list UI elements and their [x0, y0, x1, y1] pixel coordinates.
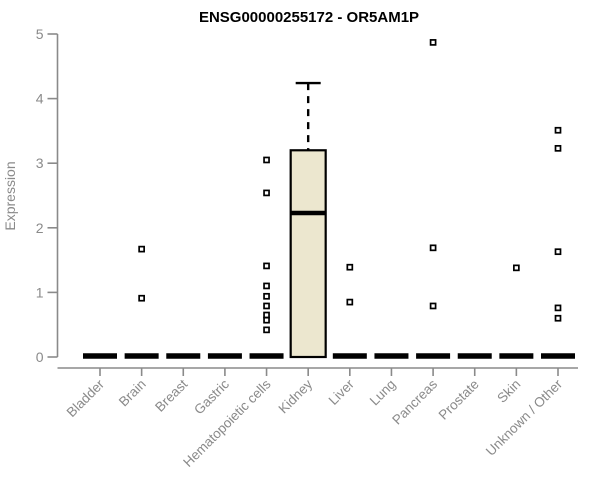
outlier-brain	[138, 245, 145, 253]
x-tick-label: Breast	[152, 376, 190, 414]
zero-box-skin	[499, 353, 534, 359]
outlier-pancreas	[429, 244, 437, 252]
outlier-pancreas	[429, 302, 437, 310]
outlier-hematopoietic-cells	[263, 282, 270, 290]
zero-box-breast	[166, 353, 201, 359]
outlier-liver	[346, 298, 354, 306]
outlier-liver	[346, 263, 354, 271]
outlier-hematopoietic-cells	[263, 156, 270, 164]
outlier-hematopoietic-cells	[263, 292, 270, 300]
y-tick-label: 2	[36, 220, 44, 236]
zero-box-unknown-other	[541, 353, 575, 359]
box-kidney	[289, 149, 327, 359]
outlier-unknown-other	[554, 314, 562, 322]
x-tick-label: Brain	[116, 377, 149, 410]
outlier-unknown-other	[554, 144, 562, 152]
x-tick-label: Lung	[367, 377, 399, 409]
y-tick-label: 0	[36, 349, 44, 365]
zero-box-liver	[332, 353, 367, 359]
zero-box-gastric	[207, 353, 242, 359]
chart-title: ENSG00000255172 - OR5AM1P	[199, 9, 419, 26]
outlier-brain	[138, 294, 145, 302]
outlier-unknown-other	[554, 248, 562, 256]
x-tick-label: Pancreas	[389, 376, 440, 427]
x-tick-label: Kidney	[276, 376, 316, 416]
outlier-hematopoietic-cells	[263, 189, 270, 197]
outlier-unknown-other	[554, 304, 562, 312]
x-tick-label: Gastric	[191, 376, 232, 417]
zero-box-lung	[374, 353, 409, 359]
outlier-hematopoietic-cells	[263, 311, 270, 319]
outlier-unknown-other	[554, 126, 562, 134]
outlier-skin	[513, 264, 520, 272]
outlier-hematopoietic-cells	[263, 316, 270, 324]
x-tick-label: Prostate	[436, 377, 482, 423]
x-tick-label: Bladder	[64, 376, 108, 420]
x-tick-label: Liver	[326, 376, 358, 408]
zero-box-prostate	[457, 353, 492, 359]
outlier-pancreas	[429, 39, 437, 46]
zero-box-brain	[124, 353, 159, 359]
y-tick-label: 1	[36, 284, 44, 300]
outlier-hematopoietic-cells	[263, 326, 270, 334]
zero-box-hematopoietic-cells	[249, 353, 284, 359]
zero-box-bladder	[83, 353, 117, 359]
x-tick-label: Unknown / Other	[483, 376, 566, 459]
y-tick-label: 4	[36, 91, 44, 107]
outlier-hematopoietic-cells	[263, 262, 270, 270]
zero-box-pancreas	[416, 353, 451, 359]
x-tick-label: Skin	[494, 377, 523, 406]
y-axis-label: Expression	[2, 161, 18, 230]
y-tick-label: 5	[36, 26, 44, 42]
outlier-hematopoietic-cells	[263, 302, 270, 310]
y-tick-label: 3	[36, 155, 44, 171]
